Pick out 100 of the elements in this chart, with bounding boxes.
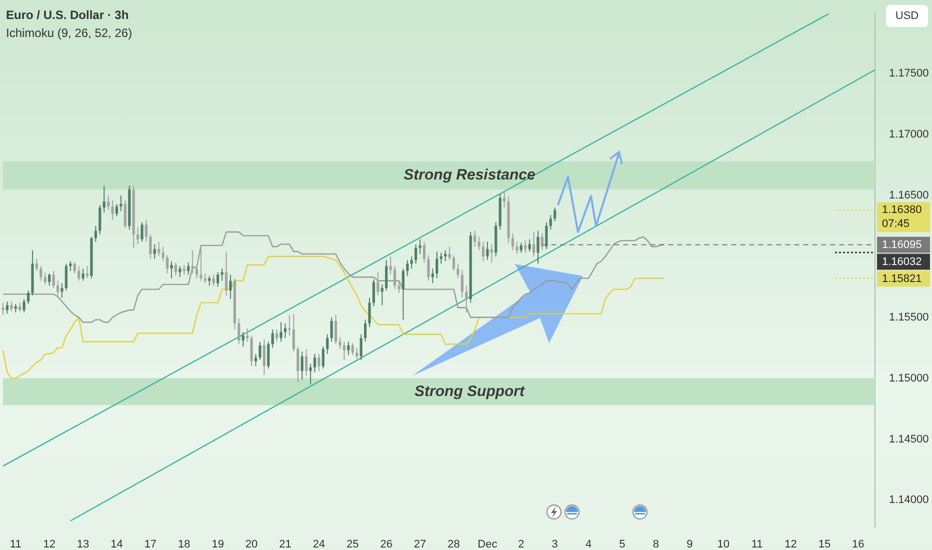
candlestick (486, 241, 489, 261)
ref-line-label: 1.15821 (882, 272, 922, 285)
x-tick-label: 3 (552, 538, 558, 550)
text: 07:45 (882, 218, 910, 230)
candlestick (170, 260, 173, 279)
candlestick (452, 254, 456, 272)
candlestick (460, 269, 464, 298)
candlestick (490, 244, 493, 263)
x-tick-label: 11 (10, 538, 22, 550)
candlestick (22, 298, 26, 313)
x-tick-label: 16 (852, 538, 864, 550)
candlestick (200, 248, 202, 282)
candlestick (35, 258, 38, 272)
candlestick (528, 238, 531, 252)
candlestick (474, 230, 476, 248)
candlestick (69, 260, 72, 272)
candlestick (372, 279, 376, 307)
candlestick (64, 263, 68, 292)
candlestick (393, 266, 396, 290)
candlestick (229, 274, 232, 300)
candlestick (280, 322, 282, 342)
band-label: Strong Resistance (404, 166, 536, 184)
candlestick (545, 222, 548, 250)
y-tick-label: 1.17500 (889, 68, 929, 80)
candlestick (318, 353, 320, 372)
x-tick-label: 15 (818, 538, 831, 550)
candlestick (292, 313, 295, 352)
candlestick (60, 282, 64, 298)
candlestick (511, 232, 514, 251)
candlestick (364, 319, 367, 342)
band-label: Strong Support (414, 382, 526, 400)
candlestick (305, 348, 308, 376)
y-tick-label: 1.17000 (889, 128, 929, 141)
candlestick (224, 251, 228, 296)
candlestick (427, 254, 430, 282)
x-tick-label: 21 (279, 538, 292, 550)
candlestick (448, 246, 451, 261)
candlestick (402, 268, 404, 320)
candlestick (120, 194, 122, 212)
candlestick (410, 256, 413, 270)
candlestick (347, 341, 350, 356)
candlestick (356, 347, 358, 360)
candlestick (56, 280, 60, 296)
candlestick (73, 262, 76, 274)
y-tick-label: 1.14000 (889, 494, 929, 506)
candlestick (238, 318, 240, 345)
x-tick-label: 14 (110, 538, 123, 550)
candlestick (250, 335, 253, 367)
ref-line-label: 1.16032 (882, 256, 922, 268)
candlestick (94, 225, 97, 242)
candlestick (2, 302, 4, 316)
candlestick (360, 334, 362, 361)
x-tick-label: 9 (686, 538, 693, 550)
candlestick (258, 341, 262, 361)
candlestick (309, 363, 312, 385)
candlestick (502, 190, 506, 208)
candlestick (532, 232, 536, 257)
candlestick (208, 275, 211, 286)
candlestick (78, 266, 80, 282)
x-tick-label: 4 (585, 538, 592, 550)
candlestick (153, 244, 156, 260)
candlestick (204, 272, 207, 284)
candlestick (322, 346, 324, 370)
candlestick (40, 266, 42, 282)
candlestick (440, 252, 442, 264)
candlestick (338, 336, 342, 350)
candlestick (115, 203, 118, 217)
candlestick (351, 342, 354, 356)
x-tick-label: 28 (448, 538, 460, 550)
candlestick (520, 242, 522, 254)
candlestick (140, 222, 144, 242)
candlestick (242, 331, 244, 348)
candlestick (10, 300, 13, 312)
candlestick (536, 230, 540, 264)
candlestick (44, 272, 46, 285)
candlestick (262, 338, 266, 376)
candlestick (195, 264, 198, 279)
candlestick (246, 328, 249, 342)
candlestick (296, 346, 300, 382)
x-tick-label: 27 (414, 538, 426, 550)
candlestick (254, 353, 258, 367)
candlestick (26, 290, 30, 304)
candlestick (216, 272, 220, 288)
candlestick (524, 240, 527, 254)
candlestick (389, 256, 392, 276)
candlestick (334, 314, 338, 345)
x-tick-label: 10 (717, 538, 730, 550)
x-tick-label: 26 (380, 538, 392, 550)
candlestick (271, 329, 274, 348)
candlestick (376, 272, 380, 296)
candlestick (107, 194, 110, 211)
candlestick (267, 341, 270, 370)
candlestick (406, 260, 409, 276)
candlestick (111, 200, 114, 220)
candlestick (52, 270, 55, 289)
candlestick (284, 322, 287, 339)
candlestick (482, 241, 485, 262)
text: Ichimoku (9, 26, 52, 26) (6, 26, 132, 40)
x-tick-label: 19 (212, 538, 224, 550)
candlestick (149, 234, 152, 260)
